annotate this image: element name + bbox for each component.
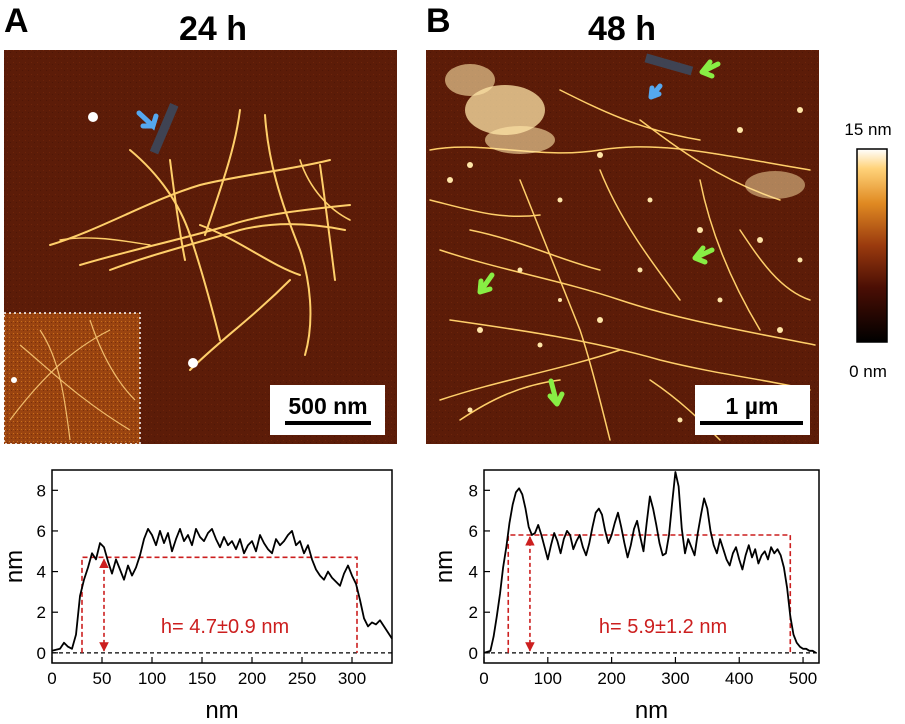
afm-inset-a — [3, 312, 141, 445]
scalebar-b: 1 µm — [695, 385, 810, 435]
height-level-box — [81, 556, 358, 653]
x-tick-label: 200 — [238, 669, 266, 688]
green-arrow-2 — [692, 245, 715, 265]
y-tick-label: 4 — [37, 563, 46, 582]
y-tick-label: 2 — [469, 603, 478, 622]
particle-a-1 — [88, 112, 98, 122]
x-tick-label: 500 — [789, 669, 817, 688]
profile-line — [51, 528, 393, 652]
y-axis-title: nm — [1, 550, 28, 583]
green-arrow-1 — [699, 59, 721, 79]
scalebar-a: 500 nm — [270, 385, 385, 435]
x-tick-label: 250 — [288, 669, 316, 688]
plot-frame — [483, 469, 820, 664]
x-tick-label: 0 — [479, 669, 488, 688]
blue-arrow-b — [648, 83, 663, 100]
x-axis-title: nm — [635, 697, 668, 724]
y-tick-label: 4 — [469, 563, 478, 582]
x-tick-label: 300 — [661, 669, 689, 688]
plot-frame — [51, 469, 393, 664]
colorbar: 15 nm 0 nm — [844, 120, 891, 381]
panel-title-48h: 48 h — [588, 10, 656, 48]
green-arrow-3 — [477, 272, 495, 295]
profile-marker-b — [644, 53, 694, 76]
scalebar-b-label: 1 µm — [726, 393, 779, 419]
x-tick-label: 150 — [188, 669, 216, 688]
profile-line — [483, 471, 817, 654]
x-tick-label: 100 — [534, 669, 562, 688]
fibrils-a — [49, 109, 351, 371]
y-tick-label: 0 — [469, 644, 478, 663]
x-tick-label: 50 — [93, 669, 112, 688]
x-tick-label: 200 — [597, 669, 625, 688]
blue-arrow-a — [136, 110, 159, 131]
height-annotation: h= 4.7±0.9 nm — [161, 616, 289, 638]
afm-image-a: 500 nm — [3, 50, 397, 445]
x-tick-label: 400 — [725, 669, 753, 688]
y-tick-label: 2 — [37, 603, 46, 622]
scalebar-a-label: 500 nm — [288, 393, 367, 419]
y-tick-label: 8 — [469, 481, 478, 500]
x-axis-title: nm — [205, 697, 238, 724]
panel-letter-a: A — [4, 2, 29, 40]
fibrils-b — [429, 89, 816, 441]
afm-image-b: 1 µm — [426, 50, 819, 444]
x-tick-label: 300 — [338, 669, 366, 688]
colorbar-min-label: 0 nm — [849, 362, 887, 381]
aggregates-b — [445, 64, 805, 423]
y-tick-label: 8 — [37, 481, 46, 500]
y-axis-title: nm — [431, 550, 458, 583]
profile-plot-a: 0 2 4 6 8 0 50 100 150 200 250 300 nm nm h= 4.7±0.9 nm — [1, 469, 393, 724]
green-arrow-4 — [547, 378, 565, 407]
x-tick-label: 0 — [47, 669, 56, 688]
profile-marker-a — [149, 103, 179, 155]
y-tick-label: 6 — [37, 522, 46, 541]
colorbar-max-label: 15 nm — [844, 120, 891, 139]
height-level-box — [507, 534, 792, 653]
height-annotation: h= 5.9±1.2 nm — [599, 616, 727, 638]
y-tick-label: 6 — [469, 522, 478, 541]
y-tick-label: 0 — [37, 644, 46, 663]
x-tick-label: 100 — [138, 669, 166, 688]
particle-a-2 — [188, 358, 198, 368]
panel-title-24h: 24 h — [179, 10, 247, 48]
panel-letter-b: B — [426, 2, 451, 40]
profile-plot-b: 0 2 4 6 8 0 100 200 300 400 500 nm nm h= 5.9±1.2 nm — [431, 469, 820, 724]
